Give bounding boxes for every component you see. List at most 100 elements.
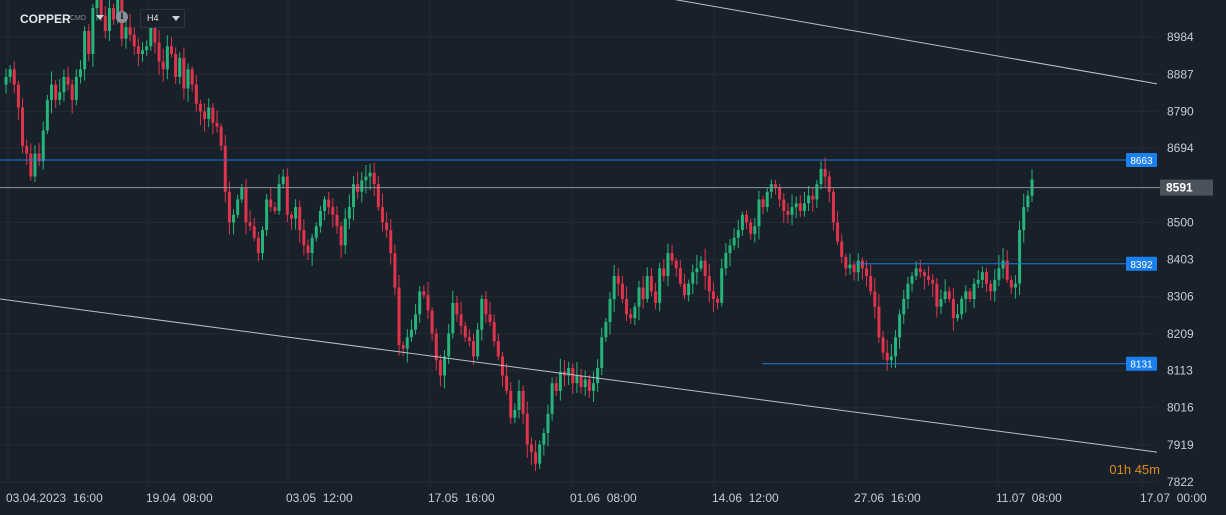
- candle-down: [761, 199, 765, 208]
- candle-down: [128, 27, 132, 35]
- candle-down: [587, 379, 591, 391]
- candle-up: [575, 375, 579, 384]
- candle-up: [414, 314, 418, 330]
- candle-down: [327, 199, 331, 208]
- countdown-hours-unit: h: [1123, 462, 1132, 477]
- candle-down: [157, 42, 161, 62]
- candle-up: [74, 76, 78, 100]
- timeframe-dropdown-icon[interactable]: [172, 16, 180, 21]
- candle-up: [980, 272, 984, 280]
- candle-up: [62, 76, 66, 93]
- current-price-label: 8591: [1166, 181, 1193, 195]
- candle-up: [368, 172, 372, 177]
- candle-up: [757, 199, 761, 227]
- candle-up: [1018, 230, 1022, 284]
- candle-up: [960, 299, 964, 315]
- x-tick-label: 03.04.2023 16:00: [6, 491, 103, 505]
- candle-down: [389, 230, 393, 254]
- candle-up: [753, 226, 757, 234]
- symbol-name[interactable]: COPPER: [20, 12, 71, 26]
- candle-down: [380, 207, 384, 223]
- candle-down: [649, 276, 653, 292]
- candle-up: [323, 199, 327, 211]
- candle-up: [58, 92, 62, 100]
- candle-up: [476, 329, 480, 357]
- candle-up: [277, 184, 281, 211]
- info-icon[interactable]: i: [116, 11, 128, 23]
- candle-down: [397, 287, 401, 345]
- symbol-dropdown-icon[interactable]: [96, 15, 104, 20]
- candle-up: [451, 302, 455, 334]
- candle-up: [732, 237, 736, 246]
- candle-up: [794, 203, 798, 208]
- candle-up: [914, 268, 918, 277]
- candle-up: [83, 31, 87, 70]
- candle-up: [658, 268, 662, 303]
- candle-down: [786, 210, 790, 215]
- candle-down: [215, 122, 219, 127]
- candle-up: [902, 299, 906, 315]
- candle-up: [819, 168, 823, 185]
- candle-down: [289, 214, 293, 219]
- candle-down: [881, 337, 885, 353]
- candle-down: [984, 272, 988, 284]
- candle-down: [248, 222, 252, 227]
- x-tick-label: 19.04 08:00: [146, 491, 213, 505]
- candle-up: [699, 260, 703, 269]
- candle-down: [707, 276, 711, 292]
- candle-up: [765, 191, 769, 208]
- candle-down: [579, 375, 583, 388]
- candle-up: [178, 57, 182, 77]
- candle-down: [1005, 260, 1009, 280]
- candle-up: [807, 195, 811, 204]
- candle-down: [968, 291, 972, 300]
- y-tick-label: 7919: [1167, 438, 1194, 452]
- candle-up: [1001, 260, 1005, 269]
- candle-down: [625, 299, 629, 315]
- x-tick-label: 17.05 16:00: [428, 491, 495, 505]
- level-tag-label: 8663: [1130, 156, 1153, 167]
- candle-down: [372, 172, 376, 185]
- candle-down: [1009, 279, 1013, 288]
- countdown-hours: 01: [1109, 462, 1124, 477]
- candle-down: [774, 184, 777, 188]
- level-tag-label: 8392: [1130, 260, 1153, 271]
- candle-up: [956, 314, 960, 319]
- candle-down: [471, 341, 475, 357]
- candle-down: [112, 8, 116, 20]
- candle-down: [869, 276, 873, 292]
- candle-down: [273, 207, 277, 211]
- candle-down: [385, 222, 389, 231]
- timeframe-select[interactable]: H4: [140, 9, 185, 28]
- candle-up: [409, 329, 413, 338]
- candle-up: [728, 245, 732, 254]
- candle-down: [285, 176, 289, 215]
- candle-up: [318, 210, 322, 227]
- trend-line-channel-bottom: [0, 298, 1158, 453]
- candle-up: [95, 0, 99, 9]
- candle-up: [583, 379, 587, 388]
- candle-up: [993, 279, 997, 292]
- candle-down: [331, 207, 335, 215]
- candle-down: [860, 260, 864, 269]
- candle-up: [45, 99, 49, 131]
- candle-down: [823, 168, 827, 177]
- candle-up: [343, 218, 347, 246]
- candle-up: [736, 230, 740, 238]
- candle-down: [302, 230, 306, 246]
- candle-up: [567, 367, 571, 376]
- candle-down: [227, 191, 231, 223]
- candle-up: [236, 199, 240, 215]
- candle-down: [670, 253, 674, 261]
- candle-down: [678, 268, 682, 284]
- candle-down: [422, 291, 426, 296]
- candle-down: [492, 321, 496, 342]
- candle-down: [16, 84, 20, 108]
- y-tick-label: 8403: [1167, 253, 1194, 267]
- candle-down: [136, 46, 140, 54]
- candle-up: [790, 207, 794, 215]
- y-tick-label: 8209: [1167, 327, 1194, 341]
- chart-header: COPPER CMD i H4: [0, 0, 300, 34]
- candle-up: [33, 153, 37, 177]
